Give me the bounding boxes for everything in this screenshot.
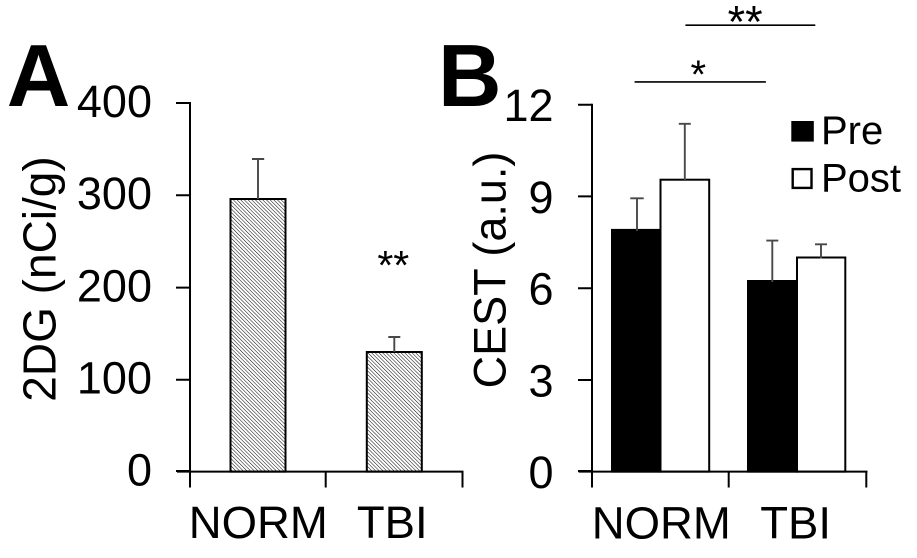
svg-text:400: 400	[77, 76, 152, 127]
svg-text:NORM: NORM	[592, 498, 731, 549]
svg-text:TBI: TBI	[357, 497, 428, 548]
svg-text:Post: Post	[821, 156, 901, 200]
svg-text:CEST (a.u.): CEST (a.u.)	[465, 152, 516, 389]
svg-text:0: 0	[127, 444, 152, 495]
svg-text:200: 200	[77, 260, 152, 311]
svg-text:3: 3	[528, 355, 553, 406]
svg-text:0: 0	[528, 447, 553, 498]
svg-text:*: *	[691, 53, 707, 97]
svg-text:B: B	[438, 26, 502, 125]
svg-text:**: **	[728, 0, 763, 48]
svg-text:6: 6	[528, 264, 553, 315]
svg-text:12: 12	[503, 80, 553, 131]
svg-text:300: 300	[77, 168, 152, 219]
svg-text:Pre: Pre	[821, 109, 883, 153]
svg-text:100: 100	[77, 353, 152, 404]
svg-text:**: **	[377, 242, 409, 288]
svg-text:2DG (nCi/g): 2DG (nCi/g)	[14, 156, 66, 401]
svg-text:NORM: NORM	[189, 497, 328, 548]
svg-text:A: A	[7, 26, 71, 125]
svg-text:TBI: TBI	[760, 498, 831, 549]
svg-text:9: 9	[528, 172, 553, 223]
